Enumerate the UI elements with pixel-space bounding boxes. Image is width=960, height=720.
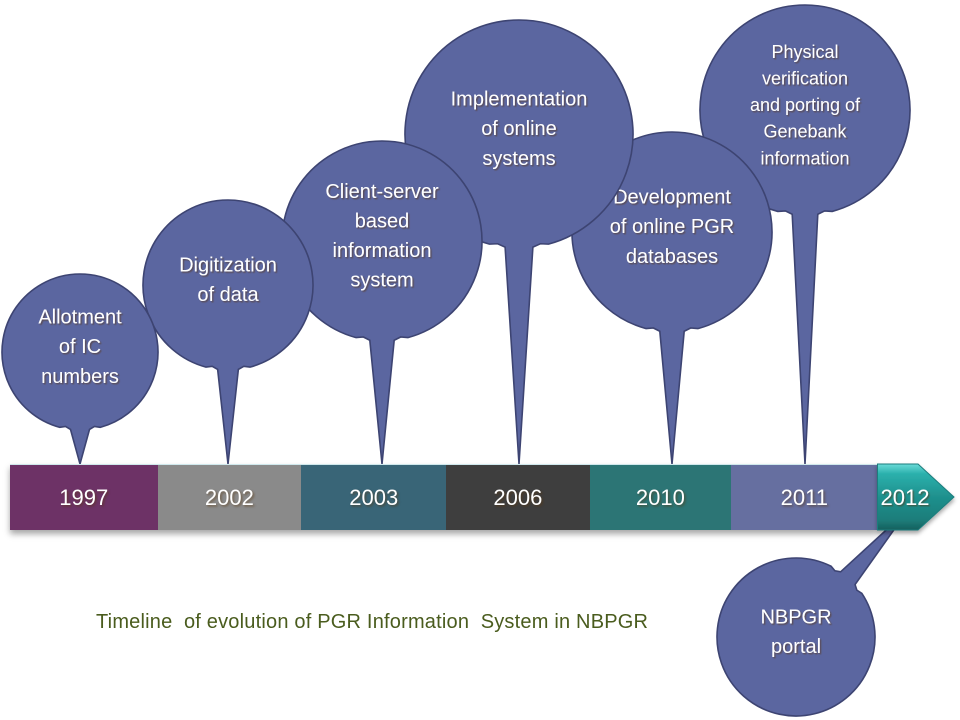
svg-text:2012: 2012 (881, 485, 930, 510)
